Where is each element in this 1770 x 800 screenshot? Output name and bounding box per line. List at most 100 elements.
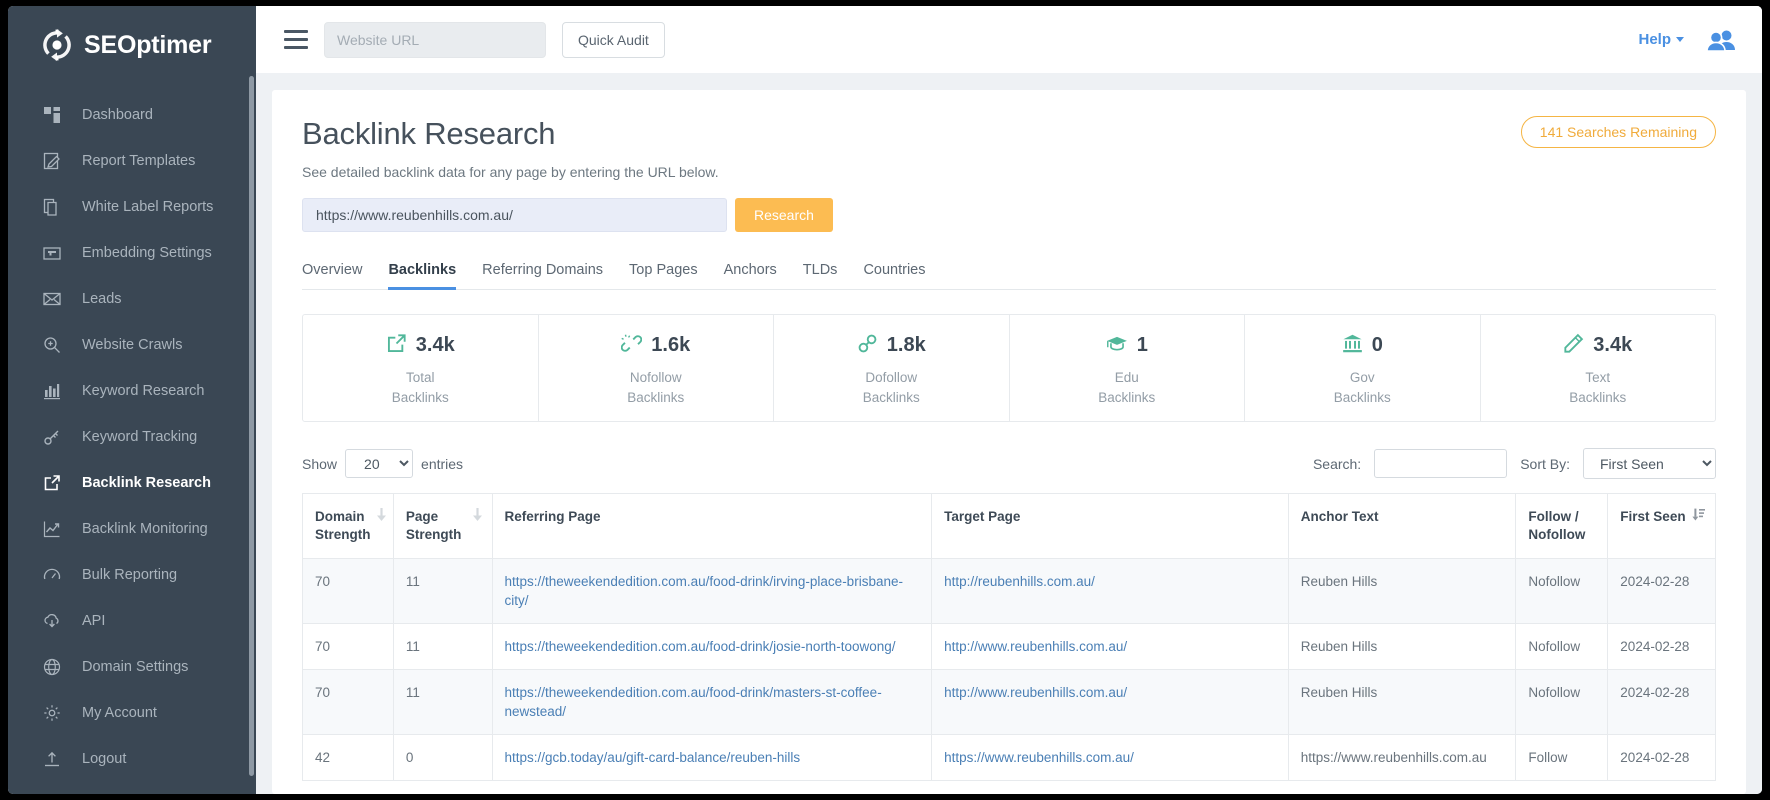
sidebar-item-label: Logout bbox=[82, 751, 127, 767]
broken-link-icon bbox=[621, 333, 643, 359]
tab-anchors[interactable]: Anchors bbox=[723, 262, 777, 278]
website-url-input[interactable] bbox=[324, 21, 546, 58]
cell-anchor-text: Reuben Hills bbox=[1287, 669, 1517, 735]
sidebar-item-website-crawls[interactable]: Website Crawls bbox=[8, 322, 256, 368]
stat-label-line1: Dofollow bbox=[865, 369, 918, 385]
tab-countries[interactable]: Countries bbox=[863, 262, 926, 278]
sidebar-item-api[interactable]: API bbox=[8, 598, 256, 644]
sidebar-item-label: Bulk Reporting bbox=[82, 567, 178, 583]
col-label-line2: Strength bbox=[315, 527, 371, 542]
cell-first-seen: 2024-02-28 bbox=[1607, 669, 1716, 735]
col-label-line1: Target Page bbox=[944, 509, 1021, 524]
sidebar-item-dashboard[interactable]: Dashboard bbox=[8, 92, 256, 138]
cell-follow: Nofollow bbox=[1515, 669, 1609, 735]
stat-text-backlinks: 3.4k Text Backlinks bbox=[1481, 315, 1716, 421]
sidebar-item-white-label-reports[interactable]: White Label Reports bbox=[8, 184, 256, 230]
col-referring-page[interactable]: Referring Page bbox=[491, 493, 933, 559]
table-row[interactable]: 70 11 https://theweekendedition.com.au/f… bbox=[302, 623, 1716, 670]
col-label-line1: Referring Page bbox=[504, 509, 601, 524]
referring-page-link[interactable]: https://theweekendedition.com.au/food-dr… bbox=[504, 574, 903, 608]
magnifier-plus-icon bbox=[42, 335, 62, 355]
stat-label-line2: Backlinks bbox=[1569, 389, 1627, 405]
referring-page-link[interactable]: https://theweekendedition.com.au/food-dr… bbox=[504, 639, 896, 654]
sidebar-nav: Dashboard Report Templates White Label R… bbox=[8, 84, 256, 782]
col-domain-strength[interactable]: Domain Strength bbox=[302, 493, 394, 559]
sidebar-item-keyword-research[interactable]: Keyword Research bbox=[8, 368, 256, 414]
entries-label: entries bbox=[421, 455, 464, 472]
col-label-line2: Nofollow bbox=[1528, 527, 1586, 542]
chain-link-icon bbox=[857, 333, 878, 359]
sidebar-item-label: Backlink Monitoring bbox=[82, 521, 208, 537]
sort-by-select[interactable]: First Seen bbox=[1583, 448, 1716, 479]
cell-page-strength: 11 bbox=[392, 669, 493, 735]
sidebar-item-label: Website Crawls bbox=[82, 337, 183, 353]
tab-referring-domains[interactable]: Referring Domains bbox=[482, 262, 604, 278]
col-follow-nofollow[interactable]: Follow / Nofollow bbox=[1515, 493, 1609, 559]
sidebar-item-label: Report Templates bbox=[82, 153, 196, 169]
referring-page-link[interactable]: https://theweekendedition.com.au/food-dr… bbox=[504, 685, 882, 719]
cell-anchor-text: Reuben Hills bbox=[1287, 623, 1517, 670]
brand-logo-area[interactable]: SEOptimer bbox=[8, 6, 256, 84]
sidebar-item-embedding-settings[interactable]: Embedding Settings bbox=[8, 230, 256, 276]
top-bar-right: Help bbox=[1638, 29, 1736, 51]
col-label-line1: First Seen bbox=[1620, 509, 1686, 524]
sidebar: SEOptimer Dashboard Report Templates Whi… bbox=[8, 6, 256, 794]
content-region: 141 Searches Remaining Backlink Research… bbox=[256, 73, 1762, 794]
sidebar-item-backlink-monitoring[interactable]: Backlink Monitoring bbox=[8, 506, 256, 552]
copy-documents-icon bbox=[42, 197, 62, 217]
table-row[interactable]: 70 11 https://theweekendedition.com.au/f… bbox=[302, 558, 1716, 624]
table-search-input[interactable] bbox=[1374, 449, 1508, 478]
main-area: Quick Audit Help 141 Searche bbox=[256, 6, 1762, 794]
table-row[interactable]: 70 11 https://theweekendedition.com.au/f… bbox=[302, 669, 1716, 735]
cell-first-seen: 2024-02-28 bbox=[1607, 558, 1716, 624]
stat-value: 1.8k bbox=[886, 334, 926, 356]
entries-per-page-select[interactable]: 20 bbox=[345, 449, 414, 478]
cloud-download-icon bbox=[42, 611, 62, 631]
target-page-link[interactable]: http://www.reubenhills.com.au/ bbox=[944, 685, 1128, 700]
sidebar-item-domain-settings[interactable]: Domain Settings bbox=[8, 644, 256, 690]
sidebar-item-keyword-tracking[interactable]: Keyword Tracking bbox=[8, 414, 256, 460]
research-url-input[interactable] bbox=[302, 198, 727, 232]
col-anchor-text[interactable]: Anchor Text bbox=[1287, 493, 1517, 559]
users-avatar-icon[interactable] bbox=[1706, 29, 1736, 51]
col-first-seen[interactable]: First Seen bbox=[1607, 493, 1716, 559]
tab-backlinks[interactable]: Backlinks bbox=[388, 262, 456, 290]
stat-value: 1 bbox=[1136, 334, 1148, 356]
sidebar-item-logout[interactable]: Logout bbox=[8, 736, 256, 782]
cell-domain-strength: 70 bbox=[302, 669, 394, 735]
research-button[interactable]: Research bbox=[735, 198, 833, 232]
tab-tlds[interactable]: TLDs bbox=[802, 262, 838, 278]
tab-overview[interactable]: Overview bbox=[302, 262, 363, 278]
stat-label-line1: Gov bbox=[1349, 369, 1375, 385]
sidebar-item-my-account[interactable]: My Account bbox=[8, 690, 256, 736]
show-entries-group: Show 20 entries bbox=[302, 449, 463, 478]
target-page-link[interactable]: http://www.reubenhills.com.au/ bbox=[944, 639, 1128, 654]
col-page-strength[interactable]: Page Strength bbox=[392, 493, 493, 559]
quick-audit-button[interactable]: Quick Audit bbox=[562, 21, 665, 58]
referring-page-link[interactable]: https://gcb.today/au/gift-card-balance/r… bbox=[504, 750, 801, 765]
sidebar-item-backlink-research[interactable]: Backlink Research bbox=[8, 460, 256, 506]
cell-target-page: https://www.reubenhills.com.au/ bbox=[931, 734, 1289, 781]
target-page-link[interactable]: http://reubenhills.com.au/ bbox=[944, 574, 1095, 589]
col-label-line1: Page bbox=[405, 509, 439, 524]
stat-label-line1: Total bbox=[405, 369, 435, 385]
help-menu[interactable]: Help bbox=[1638, 31, 1684, 48]
search-label: Search: bbox=[1312, 455, 1362, 472]
sidebar-scrollbar[interactable] bbox=[249, 76, 254, 776]
stat-label-line2: Backlinks bbox=[1333, 389, 1391, 405]
col-target-page[interactable]: Target Page bbox=[931, 493, 1289, 559]
col-label-line1: Anchor Text bbox=[1300, 509, 1379, 524]
table-head: Domain Strength Page Strength Referr bbox=[302, 493, 1716, 559]
sidebar-item-leads[interactable]: Leads bbox=[8, 276, 256, 322]
cell-target-page: http://reubenhills.com.au/ bbox=[931, 558, 1289, 624]
hamburger-icon[interactable] bbox=[284, 30, 308, 49]
sidebar-item-report-templates[interactable]: Report Templates bbox=[8, 138, 256, 184]
sidebar-item-label: My Account bbox=[82, 705, 157, 721]
table-row[interactable]: 42 0 https://gcb.today/au/gift-card-bala… bbox=[302, 734, 1716, 781]
tab-top-pages[interactable]: Top Pages bbox=[629, 262, 698, 278]
sidebar-item-bulk-reporting[interactable]: Bulk Reporting bbox=[8, 552, 256, 598]
edit-document-icon bbox=[42, 151, 62, 171]
searches-remaining-badge[interactable]: 141 Searches Remaining bbox=[1520, 116, 1716, 148]
table-controls: Show 20 entries Search: Sort By: First S… bbox=[302, 448, 1716, 479]
target-page-link[interactable]: https://www.reubenhills.com.au/ bbox=[944, 750, 1134, 765]
